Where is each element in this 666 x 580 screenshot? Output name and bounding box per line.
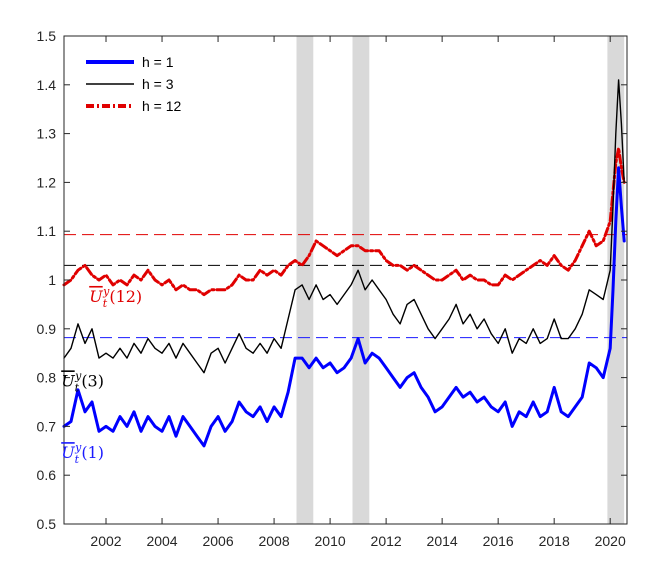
y-tick-label: 1.4 — [37, 77, 57, 93]
annotation-text: Uty(1) — [61, 441, 104, 466]
annotation-u-t-y-1: Uty(1) — [61, 441, 104, 466]
recession-bands — [296, 36, 625, 524]
x-tick-label: 2010 — [315, 533, 346, 549]
y-tick-label: 1.1 — [37, 223, 57, 239]
legend-label-h-1: h = 1 — [142, 54, 174, 70]
series-line-h-3 — [63, 79, 625, 374]
x-tick-label: 2002 — [90, 533, 121, 549]
series-line-h-1 — [62, 166, 626, 448]
annotations: Uty(12) Uty(3) Uty(1) — [61, 285, 142, 466]
annotation-text: Uty(3) — [61, 369, 104, 394]
annotation-u-t-y-12: Uty(12) — [89, 285, 142, 310]
y-tick-label: 0.5 — [37, 516, 57, 532]
y-tick-label: 1.5 — [37, 28, 57, 44]
x-tick-label: 2008 — [258, 533, 289, 549]
y-tick-label: 0.6 — [37, 467, 57, 483]
series-line-h-12 — [62, 146, 626, 297]
y-tick-label: 0.8 — [37, 370, 57, 386]
legend: h = 1 h = 3 h = 12 — [86, 54, 182, 114]
recession-band-1 — [296, 36, 314, 524]
y-tick-label: 0.7 — [37, 418, 57, 434]
y-tick-label: 1.3 — [37, 126, 57, 142]
x-tick-label: 2004 — [146, 533, 177, 549]
legend-label-h-3: h = 3 — [142, 76, 174, 92]
x-tick-label: 2012 — [371, 533, 402, 549]
x-tick-label: 2006 — [202, 533, 233, 549]
legend-label-h-12: h = 12 — [142, 98, 182, 114]
series-lines — [62, 79, 626, 448]
y-tick-label: 1 — [48, 272, 56, 288]
x-tick-label: 2020 — [595, 533, 626, 549]
axes: 2002 2004 2006 2008 2010 2012 2014 2016 2018 2020… — [37, 28, 628, 549]
annotation-u-t-y-3: Uty(3) — [61, 369, 104, 394]
x-tick-label: 2016 — [483, 533, 514, 549]
x-tick-label: 2018 — [539, 533, 570, 549]
annotation-text: Uty(12) — [89, 285, 142, 310]
y-tick-label: 0.9 — [37, 321, 57, 337]
y-tick-label: 1.2 — [37, 174, 57, 190]
x-tick-label: 2014 — [427, 533, 458, 549]
